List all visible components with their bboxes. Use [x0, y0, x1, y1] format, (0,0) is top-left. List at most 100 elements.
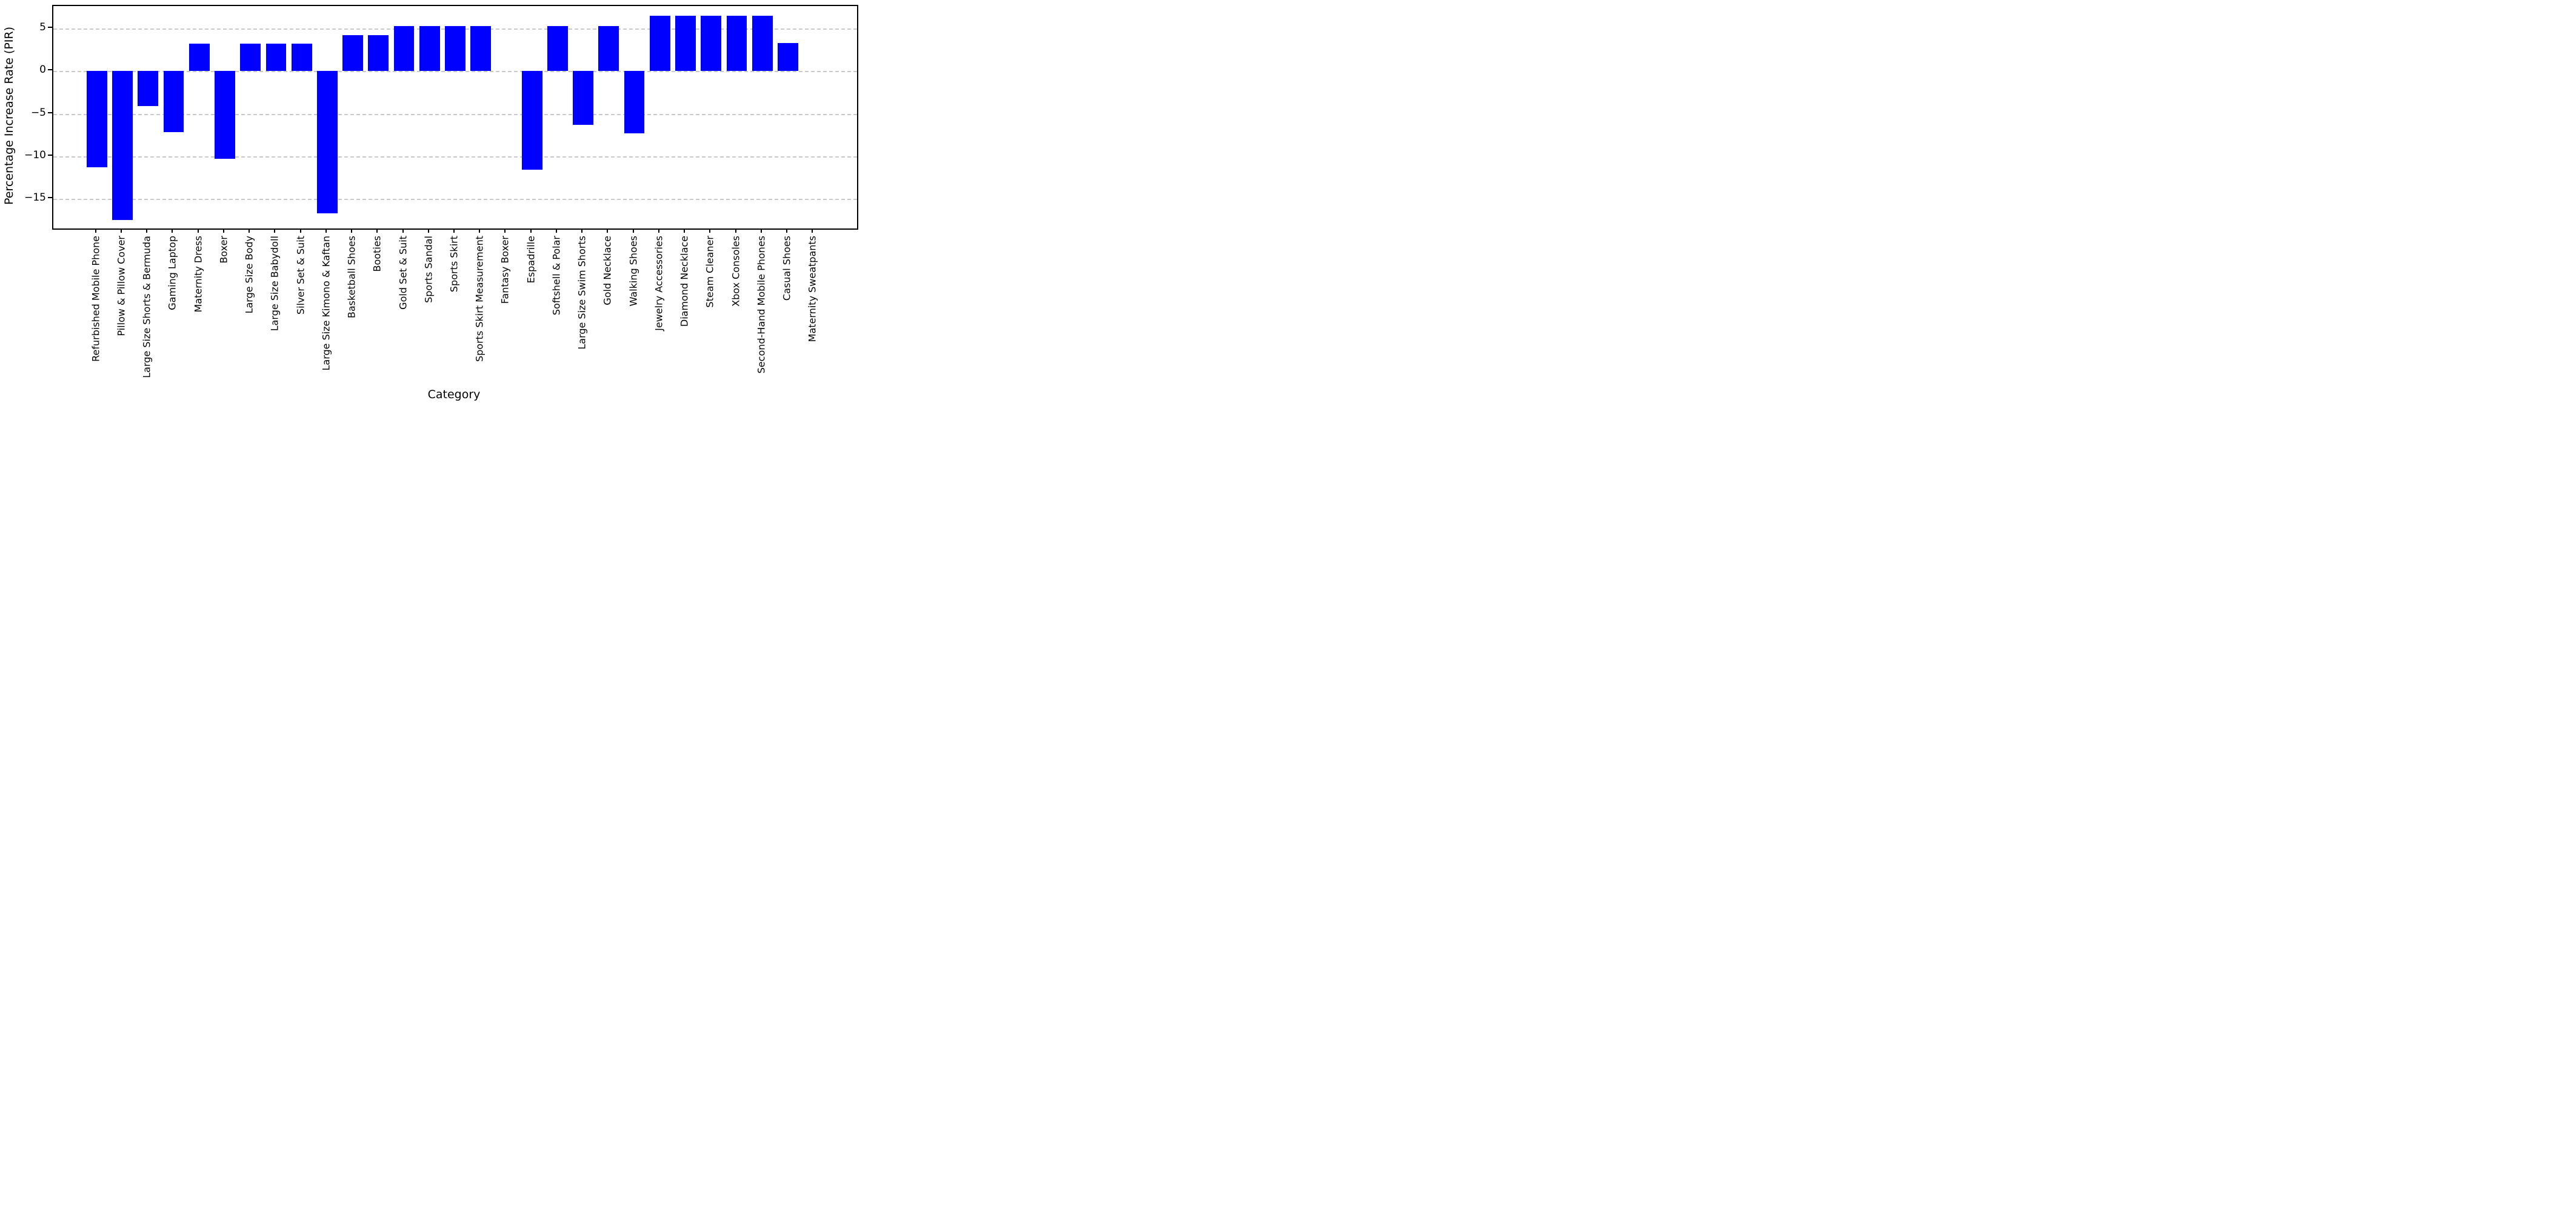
bar — [240, 44, 261, 72]
bar — [368, 35, 389, 72]
x-tick-mark — [632, 228, 634, 233]
x-tick-label: Softshell & Polar — [550, 236, 562, 316]
bar — [419, 25, 440, 72]
gridline-y--5 — [53, 113, 857, 115]
x-tick-label: Sports Skirt Measurement — [473, 236, 486, 362]
x-tick-mark — [325, 228, 327, 233]
x-tick-label: Steam Cleaner — [704, 236, 716, 308]
x-tick-mark — [351, 228, 353, 233]
bar — [291, 44, 312, 72]
x-tick-label: Sports Sandal — [422, 236, 435, 303]
y-tick-label: 0 — [39, 64, 46, 76]
x-tick-label: Diamond Necklace — [678, 236, 690, 327]
x-tick-mark — [222, 228, 224, 233]
y-tick-mark — [48, 196, 52, 198]
y-tick-label: −10 — [24, 148, 46, 161]
bar — [521, 71, 542, 170]
x-tick-mark — [530, 228, 532, 233]
bar — [189, 44, 210, 72]
x-tick-mark — [146, 228, 148, 233]
x-tick-label: Walking Shoes — [627, 236, 639, 307]
x-tick-label: Refurbished Mobile Phone — [90, 236, 102, 362]
x-tick-label: Espadrille — [525, 236, 537, 284]
x-tick-mark — [812, 228, 813, 233]
bar — [752, 16, 773, 72]
bar — [393, 25, 415, 72]
x-tick-label: Fantasy Boxer — [499, 236, 511, 304]
x-tick-mark — [299, 228, 301, 233]
bar — [138, 71, 159, 106]
x-tick-mark — [760, 228, 762, 233]
x-tick-label: Sports Skirt — [448, 236, 460, 293]
x-tick-mark — [479, 228, 481, 233]
y-tick-label: 5 — [39, 21, 46, 34]
x-tick-mark — [504, 228, 506, 233]
gridline-y-0 — [53, 71, 857, 73]
x-tick-mark — [376, 228, 378, 233]
x-tick-label: Second-Hand Mobile Phones — [755, 236, 767, 374]
x-tick-label: Large Size Shorts & Bermuda — [141, 236, 153, 378]
x-tick-mark — [453, 228, 455, 233]
x-tick-mark — [684, 228, 686, 233]
bar — [470, 25, 492, 72]
bar — [726, 16, 747, 72]
y-tick-mark — [48, 112, 52, 113]
x-tick-label: Jewelry Accessories — [653, 236, 665, 331]
x-tick-mark — [658, 228, 659, 233]
bar — [547, 25, 568, 72]
x-tick-mark — [581, 228, 583, 233]
bar — [649, 16, 670, 72]
x-tick-mark — [607, 228, 609, 233]
x-tick-mark — [735, 228, 736, 233]
y-tick-mark — [48, 154, 52, 156]
bar — [598, 25, 619, 72]
gridline-y--15 — [53, 198, 857, 200]
x-tick-mark — [121, 228, 122, 233]
bar — [445, 25, 465, 72]
bar — [316, 71, 338, 213]
x-tick-label: Large Size Swim Shorts — [576, 236, 588, 350]
x-tick-label: Gaming Laptop — [166, 236, 178, 310]
x-tick-mark — [427, 228, 429, 233]
x-tick-label: Maternity Sweatpants — [806, 236, 818, 342]
x-tick-label: Large Size Babydoll — [269, 236, 281, 332]
y-tick-label: −5 — [30, 106, 46, 119]
bar — [675, 16, 696, 72]
x-tick-mark — [555, 228, 557, 233]
plot-area — [52, 5, 858, 230]
x-tick-label: Silver Set & Suit — [295, 236, 307, 315]
bar — [163, 71, 184, 133]
bar — [86, 71, 107, 167]
bar — [624, 71, 645, 133]
bar — [701, 16, 722, 72]
x-axis-label: Category — [427, 388, 481, 401]
x-tick-mark — [786, 228, 787, 233]
gridline-y--10 — [53, 156, 857, 158]
bar — [573, 71, 594, 125]
bar — [778, 43, 798, 72]
x-tick-label: Maternity Dress — [192, 236, 204, 313]
x-tick-mark — [197, 228, 199, 233]
x-tick-mark — [402, 228, 404, 233]
bar — [342, 35, 363, 72]
x-tick-label: Xbox Consoles — [730, 236, 742, 307]
x-tick-label: Gold Set & Suit — [397, 236, 409, 310]
x-tick-label: Large Size Body — [243, 236, 255, 314]
x-tick-mark — [95, 228, 96, 233]
y-tick-mark — [48, 69, 52, 71]
x-tick-mark — [274, 228, 276, 233]
x-tick-mark — [709, 228, 711, 233]
x-tick-label: Large Size Kimono & Kaftan — [320, 236, 332, 371]
bar — [215, 71, 235, 159]
y-tick-label: −15 — [24, 191, 46, 204]
bar-chart-figure: Percentage Increase Rate (PIR) Category … — [0, 0, 859, 407]
x-tick-label: Basketball Shoes — [345, 236, 358, 319]
x-tick-label: Gold Necklace — [601, 236, 613, 305]
x-tick-label: Pillow & Pillow Cover — [115, 236, 127, 336]
y-tick-mark — [48, 27, 52, 28]
x-tick-label: Boxer — [218, 236, 230, 264]
x-tick-label: Casual Shoes — [781, 236, 793, 301]
bar — [265, 44, 287, 72]
x-tick-mark — [172, 228, 173, 233]
x-tick-label: Booties — [371, 236, 383, 272]
